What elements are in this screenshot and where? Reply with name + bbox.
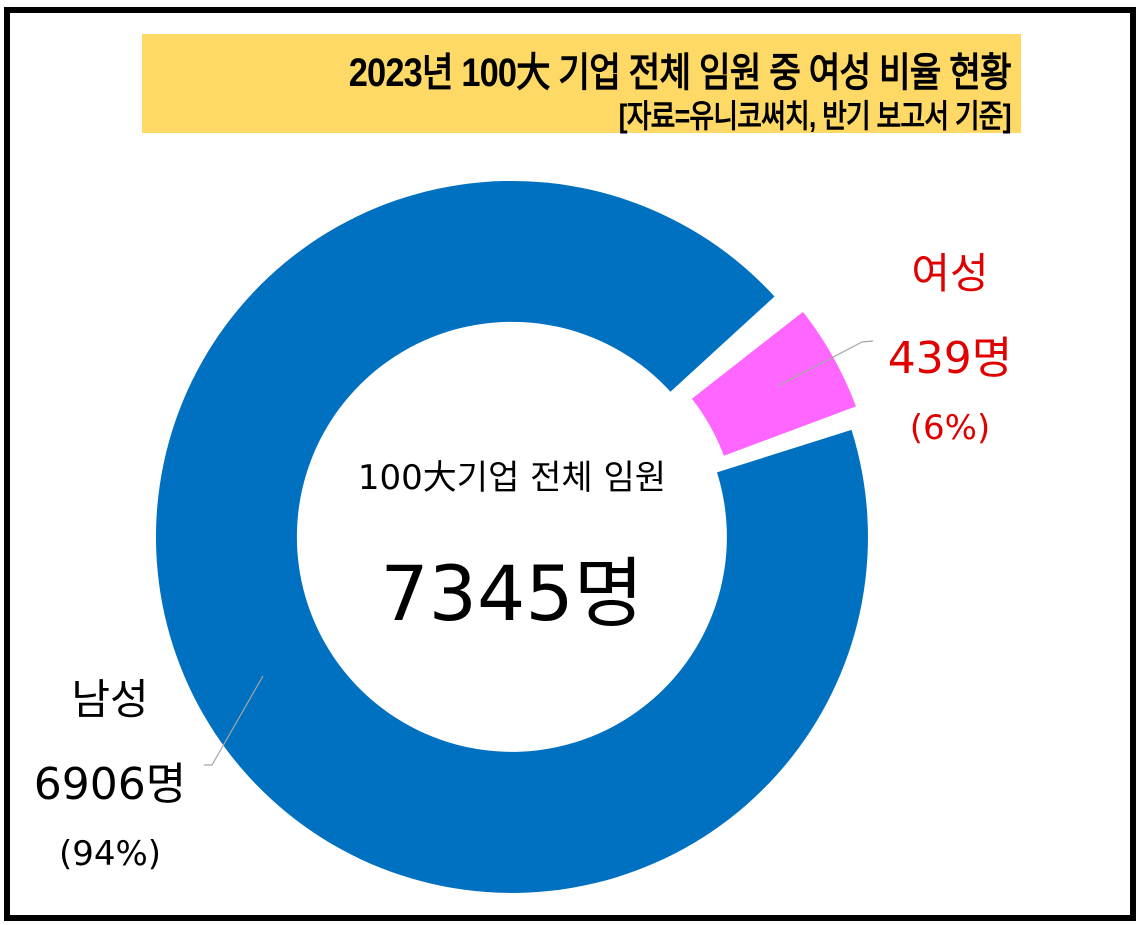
- female-count: 439명: [887, 333, 1013, 384]
- title-banner: 2023년 100大 기업 전체 임원 중 여성 비율 현황 [자료=유니코써치…: [142, 34, 1021, 134]
- center-caption: 100大기업 전체 임원: [357, 458, 667, 498]
- chart-title: 2023년 100大 기업 전체 임원 중 여성 비율 현황: [348, 51, 1012, 95]
- male-count: 6906명: [33, 759, 187, 810]
- leader-line-female: [777, 340, 874, 387]
- male-percent: (94%): [58, 834, 162, 874]
- female-percent: (6%): [909, 408, 991, 448]
- chart-source: [자료=유니코써치, 반기 보고서 기준]: [618, 98, 1012, 134]
- slice-male: [155, 180, 868, 893]
- female-label: 여성: [911, 249, 989, 298]
- male-label: 남성: [71, 675, 149, 724]
- center-total: 7345명: [380, 549, 644, 638]
- leader-line-male: [204, 675, 264, 766]
- slice-female: [691, 311, 856, 456]
